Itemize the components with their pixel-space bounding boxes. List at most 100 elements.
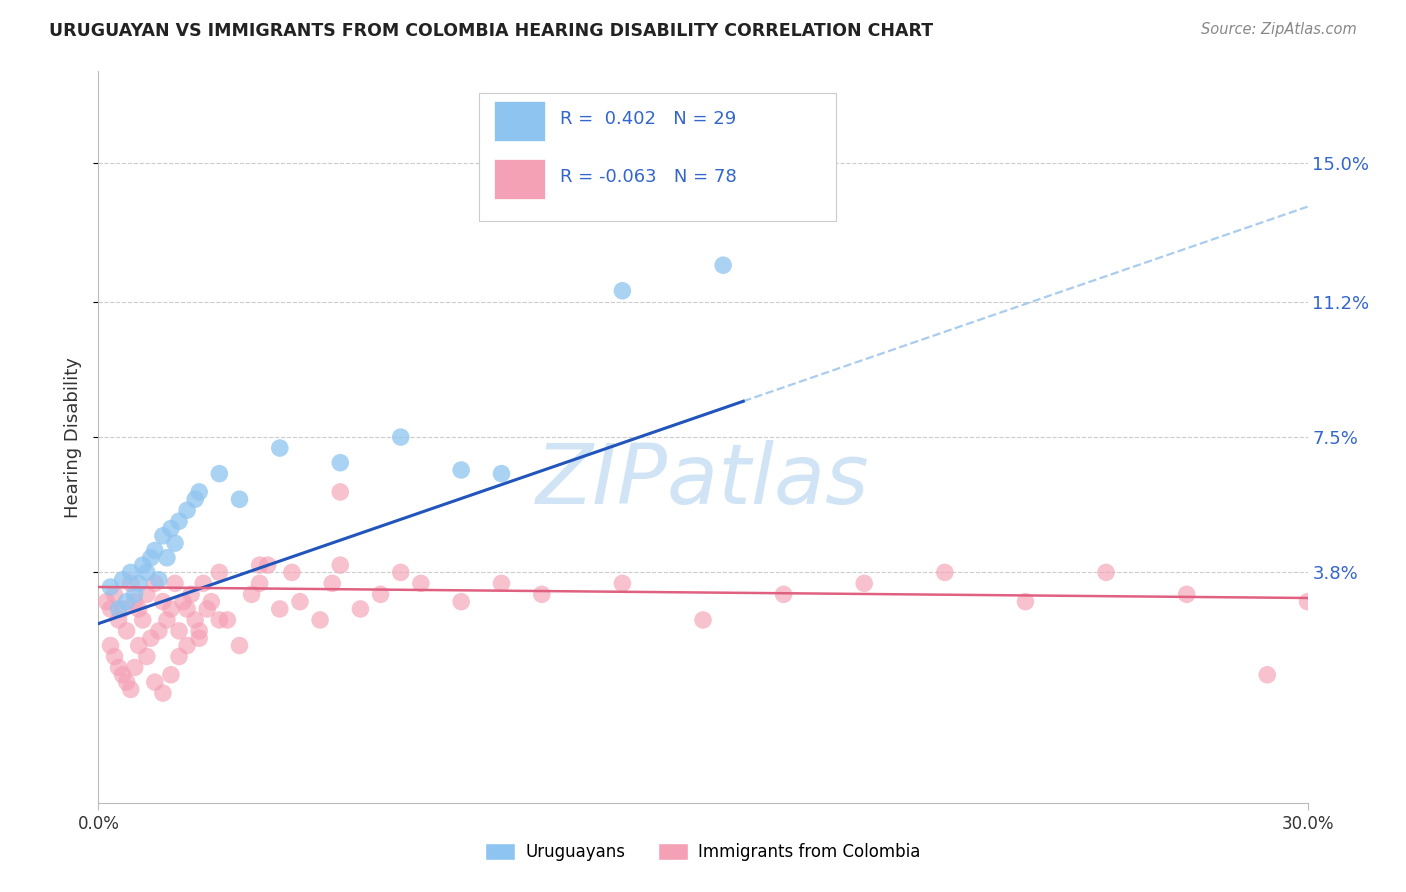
Point (107, 602, 129, 616)
Point (107, 660, 129, 674)
Point (389, 566, 412, 580)
Point (530, 587, 553, 601)
Point (240, 587, 263, 601)
Point (309, 613, 332, 627)
Point (217, 613, 239, 627)
Point (188, 632, 211, 646)
Point (491, 467, 513, 481)
Point (370, 587, 392, 601)
Point (853, 576, 876, 591)
Point (128, 576, 150, 591)
Point (934, 566, 956, 580)
Point (111, 602, 134, 616)
Point (450, 463, 472, 477)
Point (228, 492, 250, 507)
Bar (494, 101, 544, 141)
Point (167, 514, 190, 528)
Point (103, 649, 125, 664)
Text: ZIPatlas: ZIPatlas (536, 441, 870, 522)
Point (249, 576, 271, 591)
Point (163, 536, 186, 550)
Point (772, 587, 794, 601)
Point (184, 492, 207, 507)
Point (139, 550, 162, 565)
Point (1095, 566, 1118, 580)
Point (152, 686, 174, 700)
Point (208, 613, 231, 627)
Point (281, 566, 304, 580)
Point (612, 576, 634, 591)
Point (124, 660, 146, 674)
Point (96, 594, 118, 608)
Point (321, 576, 343, 591)
Point (148, 573, 170, 587)
Legend: Uruguayans, Immigrants from Colombia: Uruguayans, Immigrants from Colombia (478, 836, 928, 868)
Y-axis label: Hearing Disability: Hearing Disability (65, 357, 83, 517)
Point (152, 594, 174, 608)
Point (160, 667, 183, 681)
Point (176, 602, 198, 616)
Point (208, 467, 231, 481)
Point (329, 485, 352, 500)
Point (103, 587, 125, 601)
Point (180, 587, 202, 601)
Point (1256, 667, 1278, 681)
Point (115, 624, 138, 638)
Point (711, 258, 734, 272)
Point (111, 667, 134, 681)
Point (195, 602, 218, 616)
Point (120, 566, 142, 580)
Point (200, 594, 222, 608)
Point (115, 594, 138, 608)
Point (1296, 594, 1319, 608)
Point (188, 624, 211, 638)
Point (249, 558, 271, 573)
Point (329, 558, 352, 573)
Point (228, 639, 250, 653)
Point (143, 675, 166, 690)
Point (132, 613, 155, 627)
Point (128, 602, 150, 616)
Point (692, 613, 714, 627)
Point (135, 587, 157, 601)
Point (329, 456, 352, 470)
Point (288, 594, 311, 608)
Point (167, 649, 190, 664)
Point (124, 594, 146, 608)
Point (349, 602, 371, 616)
Text: URUGUAYAN VS IMMIGRANTS FROM COLOMBIA HEARING DISABILITY CORRELATION CHART: URUGUAYAN VS IMMIGRANTS FROM COLOMBIA HE… (49, 22, 934, 40)
Point (135, 566, 157, 580)
Point (100, 639, 122, 653)
Point (612, 284, 634, 298)
Point (139, 632, 162, 646)
Point (132, 558, 155, 573)
Text: Source: ZipAtlas.com: Source: ZipAtlas.com (1201, 22, 1357, 37)
Point (269, 441, 291, 455)
Point (143, 576, 166, 591)
Point (156, 613, 179, 627)
Point (256, 558, 278, 573)
Point (1014, 594, 1036, 608)
Point (152, 529, 174, 543)
Point (124, 587, 146, 601)
Point (100, 602, 122, 616)
Point (115, 675, 138, 690)
Point (491, 576, 513, 591)
Point (100, 580, 122, 594)
Point (188, 485, 211, 500)
Point (208, 566, 231, 580)
Point (111, 573, 134, 587)
FancyBboxPatch shape (479, 94, 837, 221)
Point (409, 576, 432, 591)
Point (1175, 587, 1198, 601)
Point (160, 602, 183, 616)
Point (167, 624, 190, 638)
Point (120, 682, 142, 697)
Point (128, 639, 150, 653)
Point (184, 613, 207, 627)
Point (160, 521, 183, 535)
Point (450, 594, 472, 608)
Point (135, 649, 157, 664)
Point (389, 430, 412, 444)
Point (156, 550, 179, 565)
